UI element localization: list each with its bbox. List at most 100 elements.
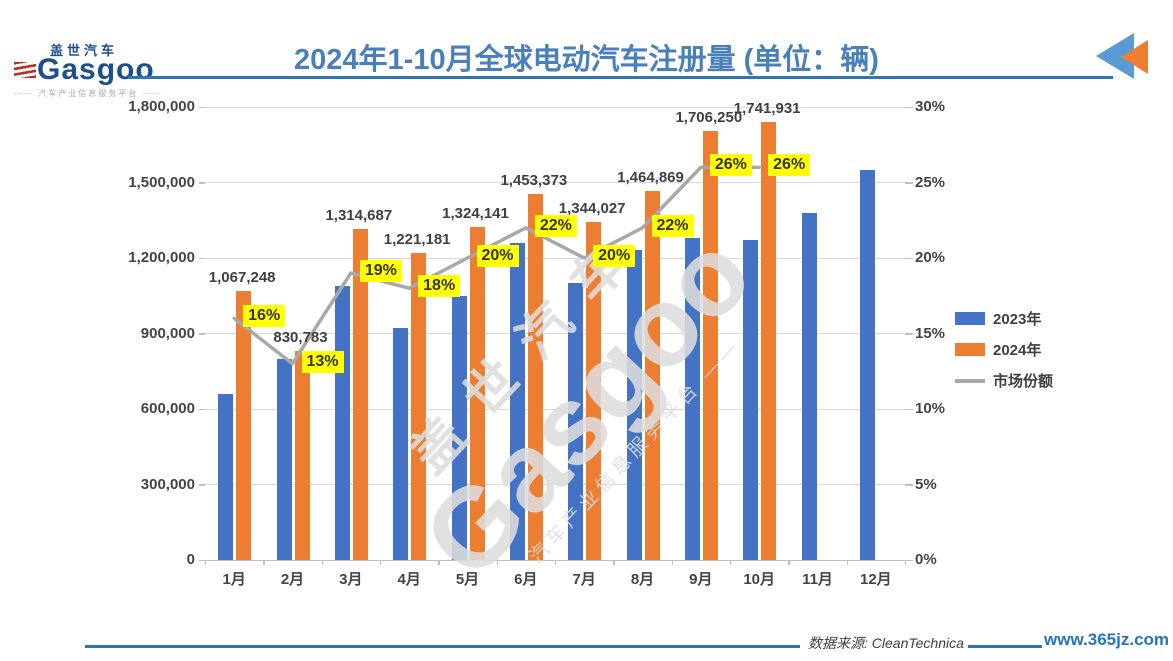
x-axis-tick <box>438 560 440 565</box>
share-label: 13% <box>301 350 344 373</box>
x-axis-tick <box>380 560 382 565</box>
bar-2024 <box>411 252 427 560</box>
x-axis-label: 6月 <box>514 571 538 588</box>
left-axis-tick <box>199 408 205 411</box>
bar-2023 <box>801 212 817 560</box>
legend-item-2023: 2023年 <box>955 308 1053 329</box>
bar-2024 <box>644 191 660 560</box>
right-axis-tick <box>905 182 913 184</box>
left-axis-label: 1,800,000 <box>128 98 195 115</box>
x-axis-tick <box>671 560 674 565</box>
bar-2023 <box>568 283 584 560</box>
share-label: 19% <box>359 260 402 283</box>
x-axis-label: 2月 <box>280 571 305 588</box>
legend: 2023年 2024年 市场份额 <box>955 308 1053 401</box>
x-axis-tick <box>321 560 324 565</box>
footer-divider-right <box>968 645 1042 648</box>
legend-item-2024: 2024年 <box>955 339 1053 360</box>
value-label: 1,067,248 <box>208 269 276 287</box>
gridline <box>205 484 905 485</box>
right-axis-label: 25% <box>915 173 946 191</box>
bar-2023 <box>684 237 700 560</box>
left-axis-label: 1,200,000 <box>128 249 195 266</box>
x-axis-label: 8月 <box>630 571 655 588</box>
x-axis-tick <box>730 560 732 565</box>
left-axis-tick <box>199 559 205 562</box>
logo-brand-en: Gasgoo <box>37 53 155 86</box>
gasgoo-logo: 盖世汽车 Gasgoo 汽车产业信息服务平台 <box>14 40 164 99</box>
x-axis-tick <box>555 560 557 565</box>
right-axis-tick <box>905 408 913 411</box>
bar-2023 <box>276 358 292 560</box>
bar-2024 <box>469 226 485 560</box>
right-axis-label: 20% <box>915 249 946 266</box>
legend-label: 市场份额 <box>993 373 1054 390</box>
right-axis-tick <box>905 559 913 562</box>
left-axis-label: 600,000 <box>140 400 195 417</box>
left-axis-label: 300,000 <box>140 475 195 493</box>
share-label: 22% <box>534 214 577 237</box>
right-axis-label: 5% <box>915 475 937 493</box>
site-link[interactable]: www.365jz.com <box>1044 630 1170 649</box>
legend-swatch-2024 <box>955 343 985 356</box>
logo-brand-cn: 盖世汽车 <box>50 43 119 58</box>
share-label: 16% <box>243 305 286 328</box>
gridline <box>205 408 905 410</box>
share-label: 26% <box>709 154 752 177</box>
left-axis-label: 900,000 <box>140 324 195 342</box>
bar-2024 <box>702 130 718 560</box>
logo-stripes-icon <box>14 61 36 78</box>
legend-item-share: 市场份额 <box>955 370 1053 391</box>
title-underline <box>128 76 1113 79</box>
share-label: 22% <box>651 214 694 237</box>
left-axis-tick <box>199 484 205 486</box>
bar-2023 <box>393 328 409 560</box>
right-axis-tick <box>905 106 913 109</box>
share-label: 20% <box>593 245 636 267</box>
bar-2024 <box>761 121 777 560</box>
right-axis-label: 10% <box>915 400 946 417</box>
right-axis-label: 0% <box>915 551 937 568</box>
value-label: 1,464,869 <box>617 169 684 187</box>
x-axis-label: 7月 <box>572 571 596 588</box>
left-axis-label: 0 <box>186 551 195 568</box>
x-axis-label: 12月 <box>859 571 892 588</box>
bar-2023 <box>334 285 350 560</box>
right-axis-label: 30% <box>915 98 946 115</box>
bar-2023 <box>218 393 234 560</box>
left-axis-tick <box>199 182 205 184</box>
legend-swatch-2023 <box>955 312 985 325</box>
share-label: 26% <box>768 154 811 177</box>
right-axis-tick <box>905 484 913 486</box>
data-source-text: 数据来源: CleanTechnica <box>808 635 964 651</box>
gridline <box>205 257 905 259</box>
x-axis-tick <box>263 560 265 565</box>
bar-2023 <box>451 295 467 560</box>
x-axis-tick <box>613 560 615 565</box>
legend-label: 2024年 <box>993 342 1042 359</box>
bar-2024 <box>527 194 543 560</box>
value-label: 1,324,141 <box>442 204 509 222</box>
x-axis-tick <box>905 560 907 565</box>
legend-line-swatch <box>955 378 985 383</box>
bar-2023 <box>859 169 875 560</box>
share-label: 18% <box>418 275 461 298</box>
value-label: 1,453,373 <box>500 172 568 190</box>
right-axis-tick <box>905 333 913 335</box>
value-label: 830,783 <box>273 328 328 346</box>
x-axis-label: 10月 <box>743 571 775 588</box>
logo-tagline: 汽车产业信息服务平台 <box>14 88 164 99</box>
left-axis-label: 1,500,000 <box>128 173 195 191</box>
bar-2023 <box>626 250 642 560</box>
back-arrow-orange-icon <box>1121 40 1148 74</box>
left-axis-tick <box>199 333 205 335</box>
legend-label: 2023年 <box>993 311 1042 328</box>
left-axis-tick <box>199 257 205 260</box>
x-axis-label: 9月 <box>689 571 713 588</box>
right-axis-label: 15% <box>915 324 946 342</box>
chart-title: 2024年1-10月全球电动汽车注册量 (单位：辆) <box>294 44 879 76</box>
value-label: 1,741,931 <box>733 99 801 117</box>
x-axis-label: 1月 <box>222 571 246 588</box>
x-axis-tick <box>846 560 849 565</box>
